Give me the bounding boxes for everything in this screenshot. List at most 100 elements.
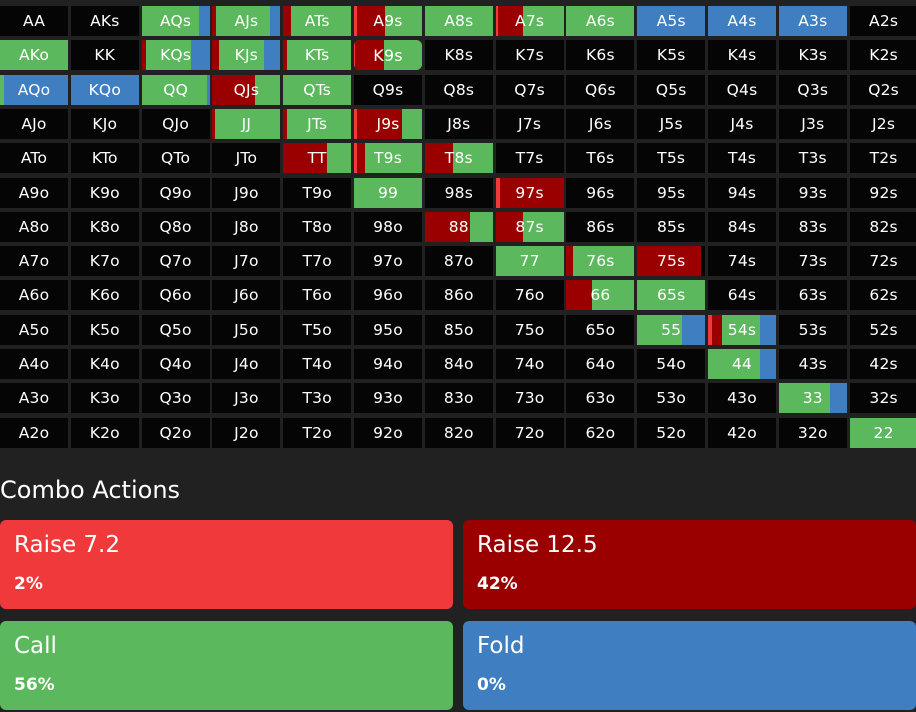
- hand-cell-jj[interactable]: JJ: [212, 108, 281, 139]
- hand-cell-42o[interactable]: 42o: [708, 417, 776, 448]
- hand-cell-tt[interactable]: TT: [283, 143, 352, 174]
- hand-cell-62o[interactable]: 62o: [566, 417, 635, 448]
- hand-cell-74s[interactable]: 74s: [708, 246, 776, 277]
- hand-cell-qto[interactable]: QTo: [141, 143, 210, 174]
- hand-cell-q4s[interactable]: Q4s: [708, 74, 776, 105]
- hand-cell-a2o[interactable]: A2o: [0, 417, 68, 448]
- hand-cell-99[interactable]: 99: [354, 177, 422, 208]
- hand-cell-62s[interactable]: 62s: [849, 280, 916, 311]
- hand-cell-42s[interactable]: 42s: [849, 349, 916, 379]
- action-card-call[interactable]: Call 56%: [0, 621, 453, 710]
- action-card-raise-12-5[interactable]: Raise 12.5 42%: [463, 520, 916, 609]
- hand-cell-65s[interactable]: 65s: [637, 280, 706, 311]
- hand-cell-kqs[interactable]: KQs: [141, 40, 210, 71]
- hand-cell-k7o[interactable]: K7o: [70, 246, 139, 277]
- hand-cell-j4s[interactable]: J4s: [708, 108, 776, 139]
- hand-cell-k5o[interactable]: K5o: [70, 314, 139, 345]
- hand-cell-53s[interactable]: 53s: [778, 314, 847, 345]
- hand-cell-a8s[interactable]: A8s: [424, 6, 493, 36]
- hand-cell-kts[interactable]: KTs: [283, 40, 352, 71]
- hand-cell-94s[interactable]: 94s: [708, 177, 776, 208]
- hand-cell-72o[interactable]: 72o: [495, 417, 564, 448]
- hand-cell-q8o[interactable]: Q8o: [141, 211, 210, 242]
- hand-cell-aks[interactable]: AKs: [70, 6, 139, 36]
- hand-cell-a3s[interactable]: A3s: [778, 6, 847, 36]
- hand-cell-a6s[interactable]: A6s: [566, 6, 635, 36]
- hand-cell-j9o[interactable]: J9o: [212, 177, 281, 208]
- hand-cell-q5o[interactable]: Q5o: [141, 314, 210, 345]
- hand-cell-96s[interactable]: 96s: [566, 177, 635, 208]
- hand-cell-kqo[interactable]: KQo: [70, 74, 139, 105]
- hand-cell-75s[interactable]: 75s: [637, 246, 706, 277]
- hand-cell-qts[interactable]: QTs: [283, 74, 352, 105]
- hand-cell-65o[interactable]: 65o: [566, 314, 635, 345]
- hand-cell-a5o[interactable]: A5o: [0, 314, 68, 345]
- hand-cell-52s[interactable]: 52s: [849, 314, 916, 345]
- hand-cell-98o[interactable]: 98o: [354, 211, 422, 242]
- hand-cell-j2o[interactable]: J2o: [212, 417, 281, 448]
- hand-cell-96o[interactable]: 96o: [354, 280, 422, 311]
- hand-cell-44[interactable]: 44: [708, 349, 776, 379]
- hand-cell-87o[interactable]: 87o: [424, 246, 493, 277]
- hand-cell-95s[interactable]: 95s: [637, 177, 706, 208]
- hand-cell-t3o[interactable]: T3o: [283, 383, 352, 414]
- hand-cell-j5o[interactable]: J5o: [212, 314, 281, 345]
- hand-cell-t6o[interactable]: T6o: [283, 280, 352, 311]
- hand-cell-92o[interactable]: 92o: [354, 417, 422, 448]
- hand-cell-t8o[interactable]: T8o: [283, 211, 352, 242]
- hand-cell-q9o[interactable]: Q9o: [141, 177, 210, 208]
- hand-cell-k2o[interactable]: K2o: [70, 417, 139, 448]
- hand-cell-t5s[interactable]: T5s: [637, 143, 706, 174]
- hand-cell-kto[interactable]: KTo: [70, 143, 139, 174]
- hand-cell-k9o[interactable]: K9o: [70, 177, 139, 208]
- hand-cell-88[interactable]: 88: [424, 211, 493, 242]
- hand-cell-q2s[interactable]: Q2s: [849, 74, 916, 105]
- hand-cell-64o[interactable]: 64o: [566, 349, 635, 379]
- hand-cell-k3s[interactable]: K3s: [778, 40, 847, 71]
- hand-cell-82s[interactable]: 82s: [849, 211, 916, 242]
- hand-cell-98s[interactable]: 98s: [424, 177, 493, 208]
- hand-cell-a7s[interactable]: A7s: [495, 6, 564, 36]
- hand-cell-a5s[interactable]: A5s: [637, 6, 706, 36]
- hand-cell-87s[interactable]: 87s: [495, 211, 564, 242]
- hand-cell-j3s[interactable]: J3s: [778, 108, 847, 139]
- hand-cell-k4o[interactable]: K4o: [70, 349, 139, 379]
- hand-cell-t9o[interactable]: T9o: [283, 177, 352, 208]
- hand-cell-22[interactable]: 22: [849, 417, 916, 448]
- hand-cell-qq[interactable]: QQ: [141, 74, 210, 105]
- hand-cell-53o[interactable]: 53o: [637, 383, 706, 414]
- action-card-fold[interactable]: Fold 0%: [463, 621, 916, 710]
- hand-cell-t7s[interactable]: T7s: [495, 143, 564, 174]
- hand-cell-ajs[interactable]: AJs: [212, 6, 281, 36]
- hand-cell-qjo[interactable]: QJo: [141, 108, 210, 139]
- hand-cell-jto[interactable]: JTo: [212, 143, 281, 174]
- hand-cell-t8s[interactable]: T8s: [424, 143, 493, 174]
- hand-cell-55[interactable]: 55: [637, 314, 706, 345]
- hand-cell-k7s[interactable]: K7s: [495, 40, 564, 71]
- hand-cell-85o[interactable]: 85o: [424, 314, 493, 345]
- hand-cell-92s[interactable]: 92s: [849, 177, 916, 208]
- hand-cell-a9s[interactable]: A9s: [354, 6, 422, 36]
- hand-cell-a8o[interactable]: A8o: [0, 211, 68, 242]
- hand-cell-a2s[interactable]: A2s: [849, 6, 916, 36]
- hand-cell-t3s[interactable]: T3s: [778, 143, 847, 174]
- hand-cell-66[interactable]: 66: [566, 280, 635, 311]
- hand-cell-q4o[interactable]: Q4o: [141, 349, 210, 379]
- hand-cell-t4s[interactable]: T4s: [708, 143, 776, 174]
- hand-cell-aqs[interactable]: AQs: [141, 6, 210, 36]
- hand-cell-qjs[interactable]: QJs: [212, 74, 281, 105]
- hand-cell-94o[interactable]: 94o: [354, 349, 422, 379]
- hand-cell-73s[interactable]: 73s: [778, 246, 847, 277]
- hand-cell-97s[interactable]: 97s: [495, 177, 564, 208]
- hand-cell-j6s[interactable]: J6s: [566, 108, 635, 139]
- hand-cell-q3s[interactable]: Q3s: [778, 74, 847, 105]
- hand-cell-j9s[interactable]: J9s: [354, 108, 422, 139]
- hand-cell-kjo[interactable]: KJo: [70, 108, 139, 139]
- hand-cell-83o[interactable]: 83o: [424, 383, 493, 414]
- hand-cell-43s[interactable]: 43s: [778, 349, 847, 379]
- hand-cell-ats[interactable]: ATs: [283, 6, 352, 36]
- hand-cell-j4o[interactable]: J4o: [212, 349, 281, 379]
- hand-cell-a4s[interactable]: A4s: [708, 6, 776, 36]
- hand-cell-t2s[interactable]: T2s: [849, 143, 916, 174]
- hand-cell-jts[interactable]: JTs: [283, 108, 352, 139]
